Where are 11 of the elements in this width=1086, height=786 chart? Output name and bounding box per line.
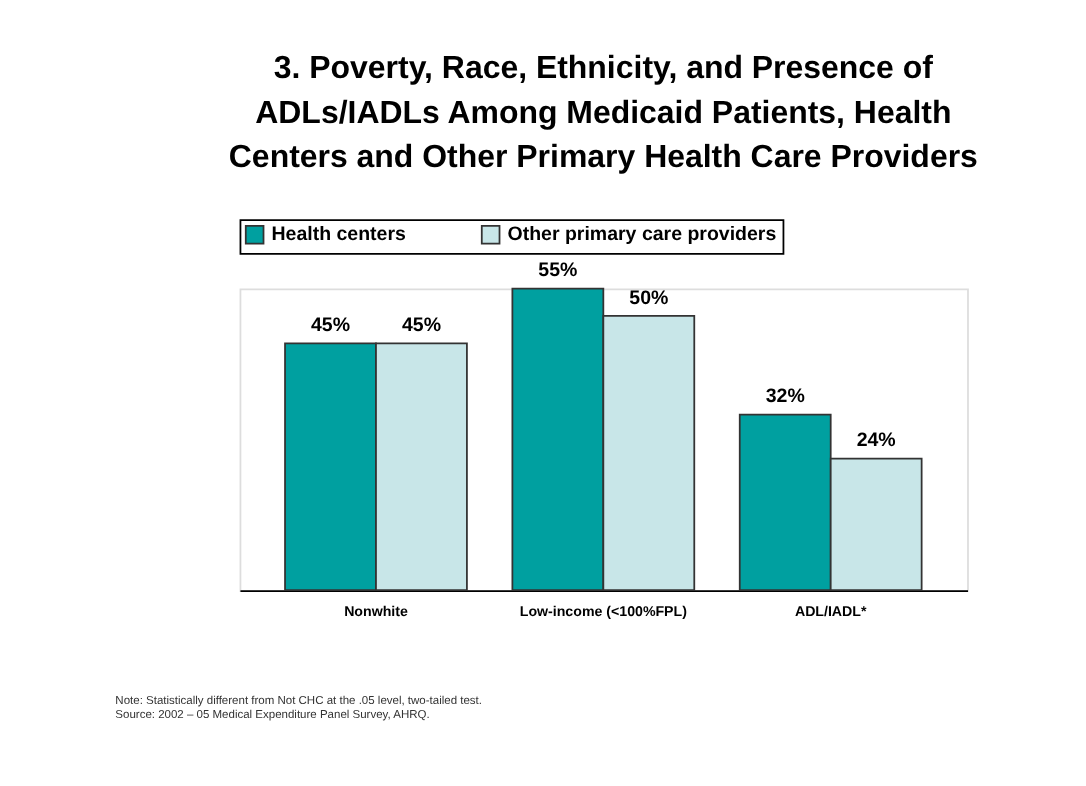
data-label: 45%: [310, 314, 351, 337]
data-label: 24%: [856, 430, 897, 453]
legend-label: Health centers: [271, 224, 408, 247]
data-label: 45%: [401, 314, 442, 337]
text: Centers and Other Primary Health Care Providers: [228, 140, 978, 175]
data-label: 32%: [765, 386, 806, 409]
legend-label: Other primary care providers: [507, 224, 778, 247]
data-label: 50%: [629, 287, 669, 310]
data-label: 55%: [538, 260, 579, 283]
text: ADLs/IADLs Among Medicaid Patients, Health: [255, 96, 952, 131]
text: 3. Poverty, Race, Ethnicity, and Presence of: [273, 52, 933, 87]
